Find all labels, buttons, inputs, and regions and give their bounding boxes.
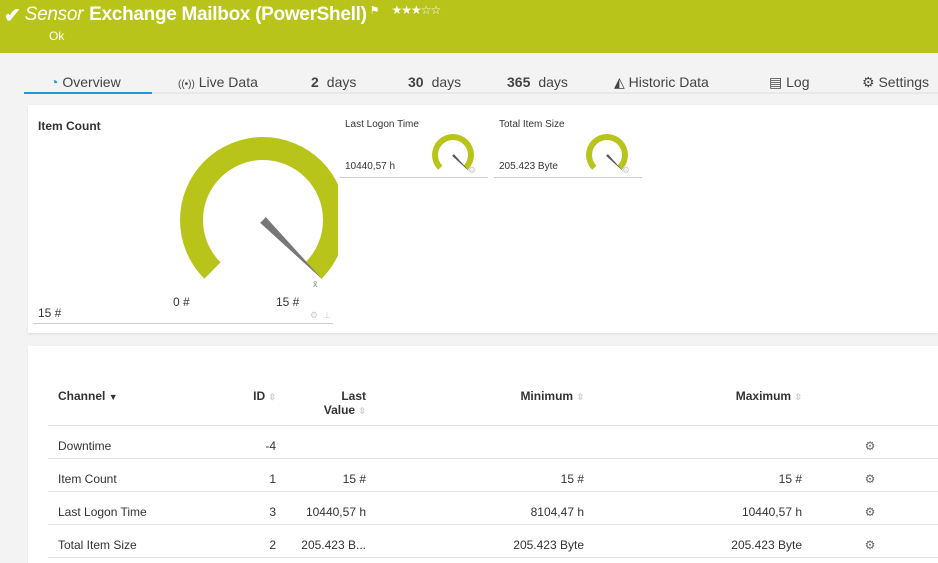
col-channel[interactable]: Channel ▼ — [48, 381, 198, 426]
gauge-min-label: 0 # — [173, 295, 190, 309]
table-row[interactable]: Item Count 1 15 #15 #15 # ⚙ — [48, 458, 938, 492]
divider — [33, 323, 333, 324]
sort-icon: ⇳ — [794, 392, 802, 402]
small-gauge-value: 10440,57 h — [345, 161, 396, 172]
broadcast-icon: ((•)) — [178, 79, 195, 90]
priority-stars[interactable]: ★★★☆☆ — [391, 3, 441, 17]
table-cell: 205.423 Byte — [366, 524, 584, 558]
area-chart-icon: ◭ — [614, 74, 625, 90]
table-row[interactable]: Last Logon Time 3 10440,57 h 8104,47 h 10440… — [48, 491, 938, 525]
table-cell: 15 # — [366, 458, 584, 492]
main-gauge-value: 15 # — [38, 306, 62, 320]
small-gauge — [586, 134, 628, 172]
tab-log[interactable]: ▤ Log — [769, 74, 810, 90]
small-gauge-title: Total Item Size — [499, 119, 565, 130]
sensor-title: Sensor Exchange Mailbox (PowerShell) — [24, 4, 367, 25]
gear-icon: ⚙ — [862, 74, 875, 90]
gauge-icon: ◔ — [50, 74, 59, 90]
sort-icon: ⇳ — [576, 392, 584, 402]
table-cell: -4 — [198, 425, 276, 459]
tab-bar: ◔ Overview ((•)) Live Data 2 days 30 days … — [24, 72, 938, 94]
table-cell: 1 — [198, 458, 276, 492]
tab-overview[interactable]: ◔ Overview — [24, 74, 152, 94]
table-cell: 8104,47 h — [366, 491, 584, 525]
gauge-needle — [452, 154, 470, 172]
table-cell: 10440,57 h — [584, 491, 802, 525]
gear-icon[interactable]: ⚙ — [468, 165, 477, 175]
gauge-arc — [432, 134, 474, 170]
pin-icon[interactable]: ⊥ — [323, 310, 331, 320]
main-gauge: x̄ — [180, 137, 338, 289]
divider — [340, 177, 488, 178]
main-gauge-title: Item Count — [38, 119, 101, 133]
col-last-value[interactable]: Last Value ⇳ — [276, 381, 366, 426]
col-minimum[interactable]: Minimum ⇳ — [366, 381, 584, 426]
status-text: Ok — [49, 29, 65, 43]
table-cell: 205.423 Byte — [584, 524, 802, 558]
table-cell: 15 # — [276, 458, 366, 492]
small-gauge — [432, 134, 474, 172]
gauge-needle — [606, 154, 624, 172]
small-gauge-title: Last Logon Time — [345, 119, 419, 130]
table-cell: 10440,57 h — [276, 491, 366, 525]
tab-historic-data[interactable]: ◭ Historic Data — [614, 74, 709, 90]
gauge-arc — [180, 137, 338, 279]
gauge-max-label: 15 # — [276, 295, 300, 309]
gauges-panel: Item Count x̄ 0 # 15 # 15 # ⚙ ⊥ Last Log… — [28, 105, 938, 333]
table-cell: Item Count — [48, 458, 198, 492]
gauge-arc — [586, 134, 628, 170]
table-cell: Last Logon Time — [48, 491, 198, 525]
sensor-title-row: ✔ Sensor Exchange Mailbox (PowerShell) ⚑ … — [4, 3, 441, 28]
channel-settings-icon[interactable]: ⚙ — [802, 458, 938, 492]
sensor-header: ✔ Sensor Exchange Mailbox (PowerShell) ⚑ … — [0, 0, 938, 53]
table-cell: Downtime — [48, 425, 198, 459]
divider — [494, 177, 642, 178]
col-id[interactable]: ID ⇳ — [198, 381, 276, 426]
table-header: Channel ▼ ID ⇳ Last Value ⇳ Minimum ⇳ Max… — [48, 381, 938, 426]
sort-icon: ⇳ — [268, 392, 276, 402]
channel-settings-icon[interactable]: ⚙ — [802, 524, 938, 558]
channels-panel: Channel ▼ ID ⇳ Last Value ⇳ Minimum ⇳ Max… — [28, 346, 938, 563]
gear-icon[interactable]: ⚙ — [310, 310, 319, 320]
list-icon: ▤ — [769, 74, 783, 90]
tab-settings[interactable]: ⚙ Settings — [862, 74, 930, 90]
tab-365-days[interactable]: 365 days — [507, 74, 568, 90]
average-marker: x̄ — [313, 279, 318, 289]
check-icon: ✔ — [4, 5, 21, 27]
sort-down-icon: ▼ — [108, 392, 118, 402]
table-cell: 3 — [198, 491, 276, 525]
table-cell — [276, 425, 366, 459]
table-cell — [366, 425, 584, 459]
tab-30-days[interactable]: 30 days — [408, 74, 462, 90]
gauge-needle — [260, 217, 324, 281]
table-cell: Total Item Size — [48, 524, 198, 558]
col-actions — [802, 381, 938, 426]
table-cell: 2 — [198, 524, 276, 558]
channel-settings-icon[interactable]: ⚙ — [802, 491, 938, 525]
table-cell — [584, 425, 802, 459]
small-gauge-value: 205.423 Byte — [499, 161, 558, 172]
sort-icon: ⇳ — [358, 406, 366, 416]
col-maximum[interactable]: Maximum ⇳ — [584, 381, 802, 426]
tab-2-days[interactable]: 2 days — [311, 74, 357, 90]
tab-live-data[interactable]: ((•)) Live Data — [178, 74, 258, 90]
channels-table: Channel ▼ ID ⇳ Last Value ⇳ Minimum ⇳ Max… — [48, 381, 938, 558]
channel-settings-icon[interactable]: ⚙ — [802, 425, 938, 459]
table-row[interactable]: Total Item Size 2 205.423 B... 205.423 Byte… — [48, 524, 938, 558]
table-cell: 15 # — [584, 458, 802, 492]
table-cell: 205.423 B... — [276, 524, 366, 558]
flag-icon[interactable]: ⚑ — [369, 5, 380, 17]
gear-icon[interactable]: ⚙ — [622, 165, 631, 175]
table-row[interactable]: Downtime -4 ⚙ — [48, 425, 938, 459]
